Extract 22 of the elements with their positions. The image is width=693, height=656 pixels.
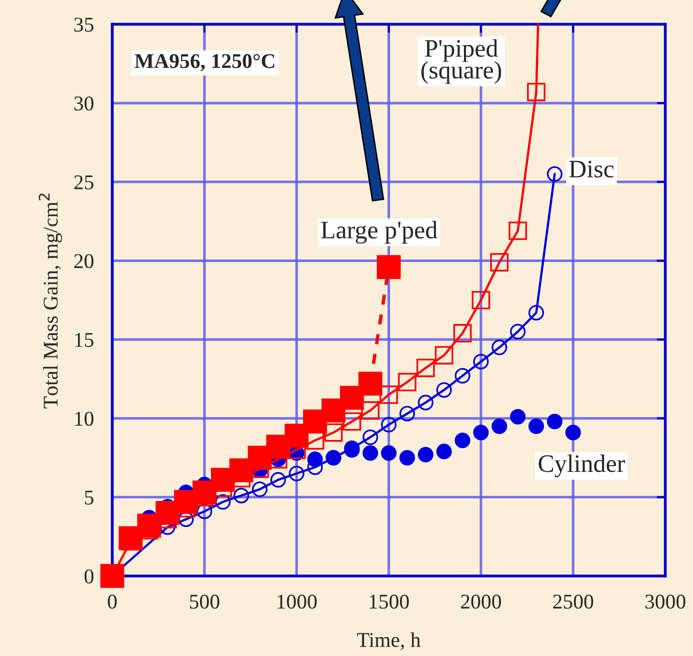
x-tick-label: 500 [190, 594, 220, 609]
y-tick-label: 10 [75, 412, 94, 426]
series-label: Large p'ped [321, 220, 438, 244]
series-label: P'piped (square) [421, 39, 502, 84]
x-tick-label: 3000 [645, 594, 686, 609]
x-tick-label: 2000 [461, 594, 501, 609]
x-tick-label: 2500 [553, 594, 594, 609]
x-axis-title: Time, h [357, 632, 421, 650]
series-label: Disc [569, 160, 614, 178]
y-tick-label: 0 [84, 569, 94, 584]
series-label: Cylinder [538, 454, 625, 478]
y-axis-title: Total Mass Gain, mg/cm$^{2}$ [38, 194, 62, 408]
x-tick-label: 1500 [370, 594, 409, 609]
x-tick-label: 0 [108, 594, 117, 609]
y-tick-label: 5 [85, 490, 94, 505]
y-tick-label: 20 [74, 254, 94, 268]
y-tick-label: 30 [74, 96, 94, 111]
x-tick-label: 1000 [278, 594, 317, 609]
y-tick-label: 25 [74, 175, 94, 190]
annotation: MA956, 1250°C [134, 54, 274, 72]
y-tick-label: 35 [74, 18, 94, 32]
y-tick-label: 15 [75, 333, 94, 347]
